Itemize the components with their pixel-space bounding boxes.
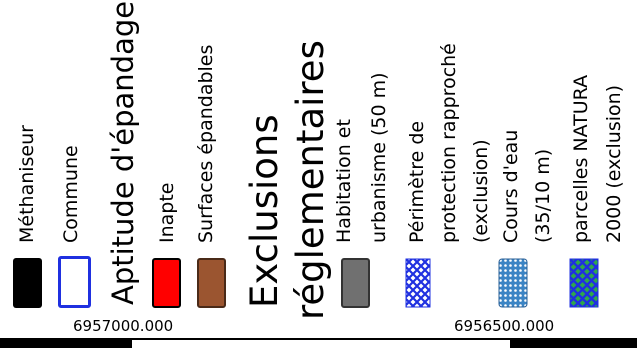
legend-label-perimetre-line1: Périmètre de bbox=[406, 120, 428, 243]
coordinate-right: 6956500.000 bbox=[454, 317, 555, 335]
legend-label-natura-line1: parcelles NATURA bbox=[570, 74, 592, 243]
legend-label-commune: Commune bbox=[60, 145, 82, 243]
legend-label-surfaces: Surfaces épandables bbox=[195, 44, 217, 243]
legend-label-methaniseur: Méthaniseur bbox=[16, 125, 38, 243]
methaniseur-swatch bbox=[13, 258, 42, 308]
inapte-swatch bbox=[152, 258, 181, 308]
cours-eau-swatch bbox=[498, 258, 528, 308]
map-frame-gap bbox=[132, 340, 510, 348]
legend-label-natura-line2: 2000 (exclusion) bbox=[603, 84, 625, 243]
legend-label-habitation-line1: Habitation et bbox=[333, 119, 355, 243]
legend-label-perimetre-line3: (exclusion) bbox=[470, 139, 492, 243]
coordinate-left: 6957000.000 bbox=[73, 317, 174, 335]
commune-swatch bbox=[58, 256, 91, 308]
legend-heading-exclusions-line1: Exclusions bbox=[243, 114, 286, 308]
legend-label-cours-line1: Cours d'eau bbox=[500, 129, 522, 243]
natura-swatch bbox=[569, 258, 599, 308]
surfaces-swatch bbox=[197, 258, 226, 308]
legend-label-inapte: Inapte bbox=[156, 182, 178, 244]
habitation-swatch bbox=[341, 258, 370, 308]
perimetre-swatch bbox=[405, 258, 431, 308]
legend-label-cours-line2: (35/10 m) bbox=[532, 148, 554, 243]
legend-heading-exclusions-line2: réglementaires bbox=[289, 40, 332, 320]
legend-heading-aptitude: Aptitude d'épandage bbox=[106, 0, 140, 305]
legend-label-perimetre-line2: protection rapproché bbox=[438, 43, 460, 243]
legend-label-habitation-line2: urbanisme (50 m) bbox=[368, 72, 390, 243]
